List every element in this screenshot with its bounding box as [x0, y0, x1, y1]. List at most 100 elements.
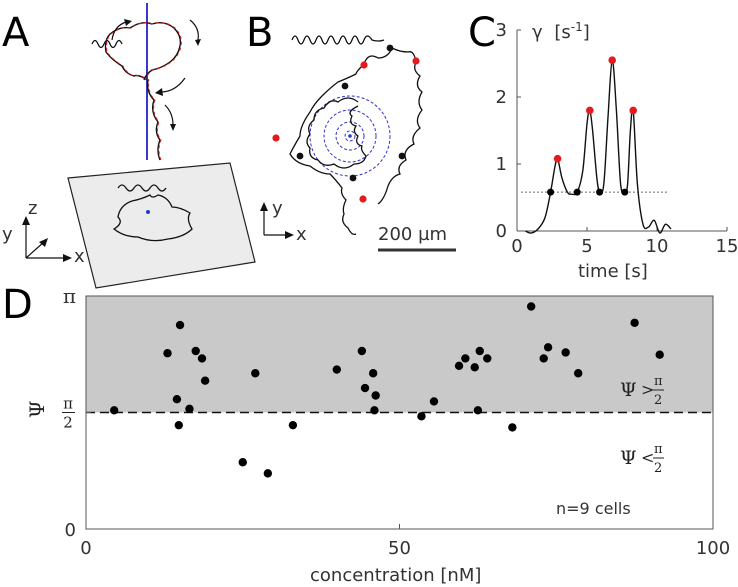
- panel-c-y-tick-label: 3: [496, 20, 507, 41]
- panel-d-x-tick-label: 50: [388, 538, 411, 559]
- panel-d-data-point: [185, 404, 194, 414]
- panel-a-arrowhead-3: [170, 124, 176, 131]
- panel-d-annotation: n=9 cells: [556, 499, 631, 518]
- panel-d-data-point: [163, 349, 172, 358]
- panel-c-y-tick-label: 2: [496, 87, 507, 108]
- panel-d-less-psi: Ψ: [620, 447, 637, 469]
- panel-d-points: [110, 302, 664, 478]
- panel-c-curve: [525, 59, 672, 234]
- panel-d-less-two: 2: [654, 461, 662, 476]
- panel-c-x-label: time [s]: [578, 261, 648, 282]
- panel-b-letter: B: [246, 10, 273, 56]
- panel-d-region-greater: Ψ > π 2: [620, 374, 664, 408]
- panel-a-arrowhead-2: [155, 88, 163, 96]
- panel-c-crossing-point: [547, 188, 555, 196]
- panel-d-data-point: [370, 406, 379, 415]
- panel-d-data-point: [539, 354, 548, 363]
- panel-a-arrowhead-4: [124, 19, 132, 26]
- panel-c-x-tick-label: 0: [511, 236, 522, 257]
- panel-a-arrow-4: [111, 21, 127, 41]
- panel-a-axes-triad: z y x: [2, 198, 85, 267]
- panel-d-data-point: [543, 343, 553, 352]
- panel-c-y-label-exp: -1: [571, 20, 583, 34]
- panel-c: C 0 1 2 3 0 5 10 15 γ [s-1] time [s]: [468, 10, 738, 282]
- panel-d-data-point: [475, 346, 484, 356]
- panel-a-x-label: x: [74, 246, 85, 267]
- panel-d-data-point: [251, 369, 260, 378]
- panel-a-arrow-2: [160, 77, 186, 93]
- panel-b-helix: [291, 35, 385, 45]
- panel-d-data-point: [368, 369, 378, 378]
- panel-b-source: [348, 134, 352, 138]
- panel-c-x-ticks: 0 5 10 15: [511, 227, 738, 257]
- panel-d-data-point: [200, 376, 210, 385]
- panel-c-crossing-point: [573, 188, 581, 196]
- panel-c-peak-point: [586, 106, 594, 115]
- panel-d-data-point: [508, 423, 517, 432]
- panel-d-data-point: [332, 365, 341, 374]
- panel-d-less-pi: π: [654, 442, 663, 457]
- panel-a-y-label: y: [2, 224, 13, 245]
- panel-d: D 0 π 2 π 0 50 100 Ψ concentration [nM] Ψ > π…: [2, 282, 730, 586]
- panel-d-y-tick-label: 0: [65, 520, 76, 541]
- panel-b: B: [246, 10, 456, 252]
- panel-c-peak-point: [553, 154, 562, 163]
- panel-d-x-tick-label: 100: [696, 538, 730, 559]
- panel-a-arrow-3: [164, 104, 174, 126]
- panel-c-letter: C: [468, 10, 496, 56]
- panel-a-arrowhead-1: [195, 39, 201, 46]
- panel-d-greater-two: 2: [654, 393, 662, 408]
- panel-d-greater-psi: Ψ: [620, 379, 637, 401]
- panel-a: A z y x: [2, 3, 256, 289]
- panel-d-shaded-region: [86, 296, 713, 413]
- panel-d-data-point: [263, 469, 273, 478]
- panel-d-x-label: concentration [nM]: [310, 565, 481, 586]
- panel-d-data-point: [371, 391, 380, 400]
- panel-d-data-point: [461, 354, 470, 363]
- panel-c-y-label-symbol: γ: [532, 22, 543, 43]
- panel-a-z-label: z: [28, 198, 37, 219]
- panel-d-x-tick-label: 0: [80, 538, 91, 559]
- panel-d-y-tick-label: π: [63, 284, 76, 308]
- panel-d-data-point: [191, 346, 200, 356]
- panel-d-data-point: [473, 406, 483, 415]
- panel-d-data-point: [174, 420, 183, 430]
- panel-b-y-label: y: [272, 198, 283, 219]
- panel-d-greater-pi: π: [654, 374, 663, 389]
- panel-d-data-point: [454, 361, 464, 371]
- panel-d-data-point: [417, 412, 426, 421]
- panel-d-data-point: [573, 369, 583, 378]
- panel-c-y-tick-label: 0: [496, 221, 507, 242]
- panel-c-peak-point: [608, 56, 616, 64]
- panel-b-trajectory: [289, 47, 423, 236]
- panel-d-data-point: [655, 350, 664, 359]
- panel-d-data-point: [483, 354, 492, 363]
- panel-d-letter: D: [2, 282, 33, 328]
- panel-a-trajectory-overlay: [106, 22, 182, 161]
- panel-a-arrow-1: [189, 19, 199, 41]
- panel-c-crossing-point: [621, 188, 629, 196]
- panel-a-projection-center: [146, 210, 150, 214]
- panel-d-y-label: Ψ: [25, 400, 49, 418]
- panel-d-data-point: [197, 354, 207, 363]
- panel-d-data-point: [175, 320, 185, 330]
- panel-c-x-tick-label: 5: [581, 236, 592, 257]
- panel-d-region-less: Ψ < π 2: [620, 442, 664, 476]
- panel-d-data-point: [172, 395, 182, 404]
- panel-d-y-tick-numerator: π: [63, 395, 73, 413]
- panel-d-data-point: [470, 363, 479, 372]
- panel-a-projection: [112, 184, 193, 242]
- panel-d-less-sign: <: [641, 448, 654, 467]
- panel-b-markers: [272, 44, 420, 203]
- panel-a-helix: [91, 39, 123, 49]
- panel-d-data-point: [238, 458, 247, 467]
- panel-d-data-point: [630, 318, 639, 328]
- panel-d-x-ticks: 0 50 100: [80, 524, 730, 559]
- panel-c-points: [547, 56, 637, 196]
- panel-c-y-label-close: ]: [583, 22, 590, 43]
- panel-b-axes-triad: y x: [260, 198, 307, 245]
- panel-d-data-point: [429, 397, 439, 406]
- panel-c-y-tick-label: 1: [496, 154, 507, 175]
